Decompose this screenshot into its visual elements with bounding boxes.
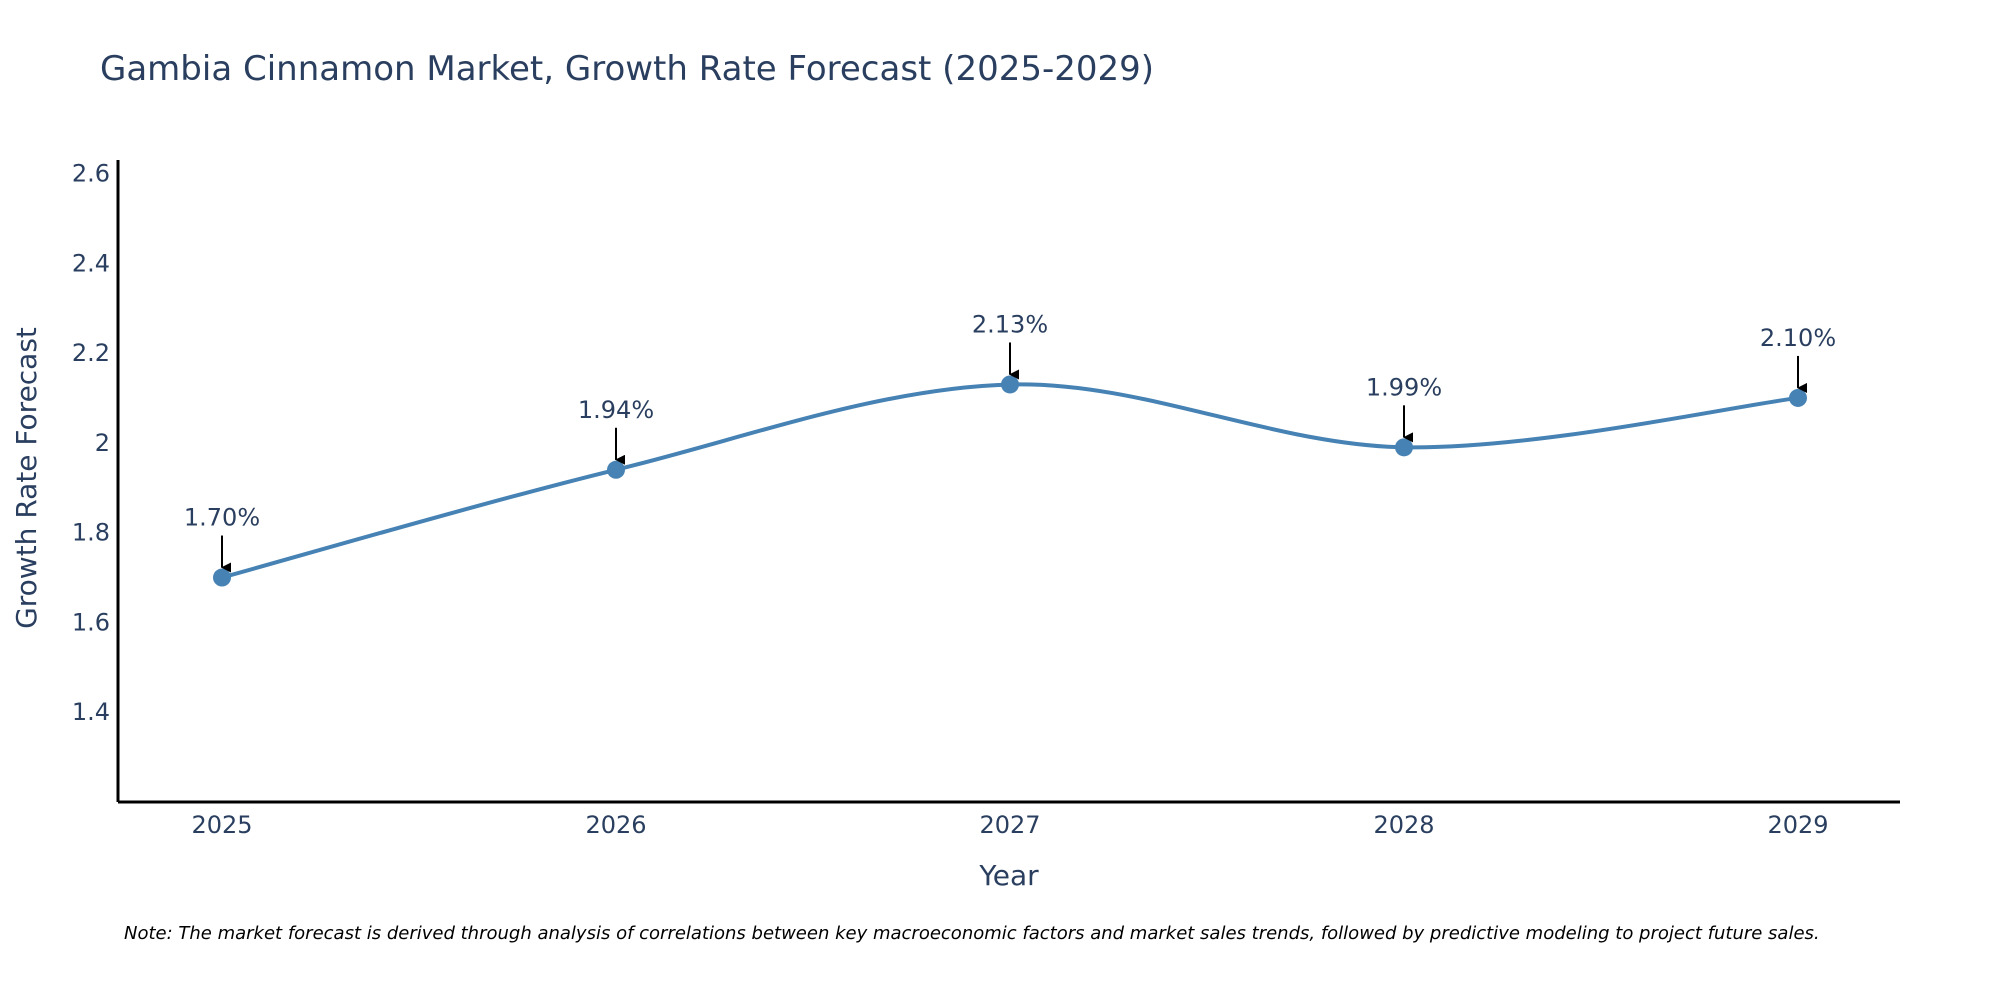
x-axis-ticks: 2025 2026 2027 2028 2029 (191, 811, 1828, 839)
footnote: Note: The market forecast is derived thr… (124, 923, 1820, 944)
data-label-2027: 2.13% (972, 310, 1048, 338)
data-point-2028 (1395, 438, 1413, 457)
y-tick-label: 1.4 (72, 698, 110, 726)
x-tick-label: 2026 (585, 811, 646, 839)
y-axis-title: Growth Rate Forecast (10, 327, 43, 629)
y-tick-label: 2 (95, 429, 110, 457)
data-label-2029: 2.10% (1760, 324, 1836, 352)
y-tick-label: 1.8 (72, 519, 110, 547)
x-tick-label: 2027 (979, 811, 1040, 839)
series-line (221, 382, 1799, 580)
y-axis-ticks: 1.4 1.6 1.8 2 2.2 2.4 2.6 (72, 159, 110, 726)
data-point-2029 (1789, 388, 1807, 407)
data-label-2026: 1.94% (578, 396, 654, 424)
data-annotations: 1.70% 1.94% 2.13% 1.99% 2.10% (184, 310, 1836, 573)
y-tick-label: 1.6 (72, 608, 110, 636)
data-point-2026 (607, 460, 625, 479)
x-tick-label: 2029 (1767, 811, 1828, 839)
data-point-2025 (213, 568, 231, 587)
data-point-2027 (1001, 375, 1019, 394)
chart-title: Gambia Cinnamon Market, Growth Rate Fore… (100, 49, 1154, 89)
data-markers (213, 375, 1807, 587)
y-tick-label: 2.2 (72, 339, 110, 367)
x-tick-label: 2028 (1373, 811, 1434, 839)
y-tick-label: 2.6 (72, 159, 110, 187)
data-label-2028: 1.99% (1366, 373, 1442, 401)
x-axis-title: Year (978, 859, 1039, 892)
x-tick-label: 2025 (191, 811, 252, 839)
y-tick-label: 2.4 (72, 249, 110, 277)
data-label-2025: 1.70% (184, 504, 260, 532)
